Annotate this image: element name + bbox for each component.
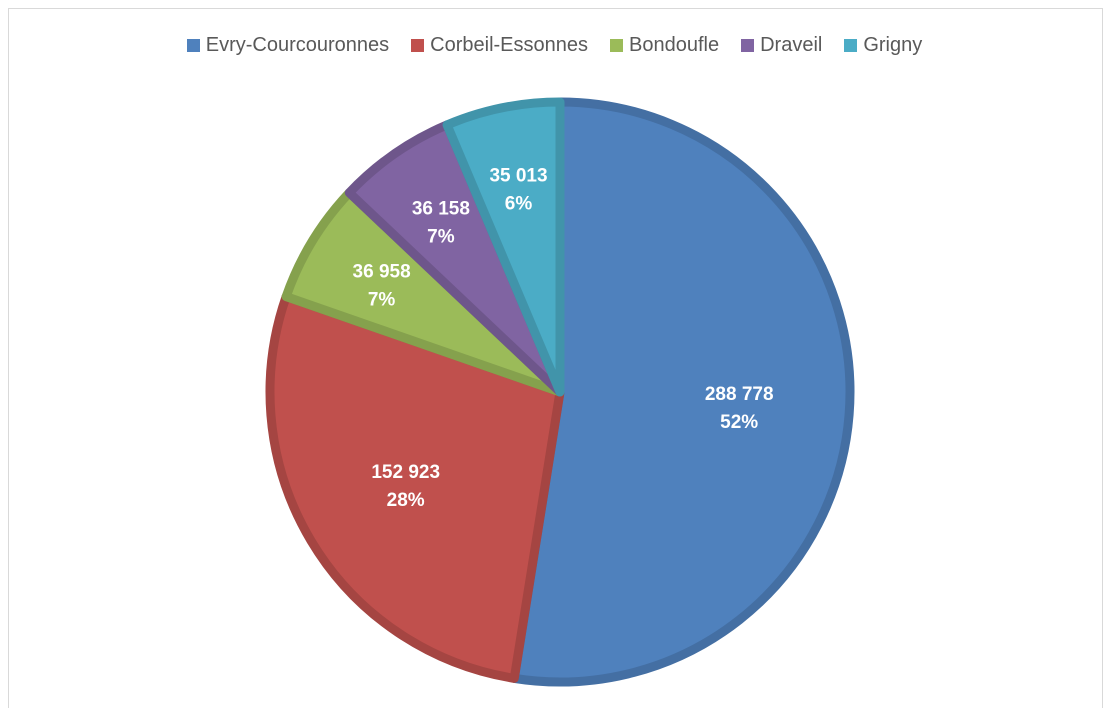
chart-legend: Evry-Courcouronnes Corbeil-Essonnes Bond… <box>0 34 1109 57</box>
pie-slice-evry-courcouronnes <box>509 97 855 687</box>
legend-swatch-corbeil-essonnes <box>411 39 425 52</box>
legend-swatch-bondoufle <box>610 39 624 52</box>
legend-swatch-draveil <box>741 39 755 52</box>
legend-swatch-grigny <box>844 39 858 52</box>
percent-label-corbeil-essonnes: 28% <box>387 490 425 511</box>
value-label-corbeil-essonnes: 152 923 <box>371 462 440 483</box>
legend-label-evry-courcouronnes: Evry-Courcouronnes <box>205 34 390 56</box>
pie-slice-corbeil-essonnes <box>265 292 565 683</box>
value-label-draveil: 36 158 <box>412 199 470 220</box>
legend-label-draveil: Draveil <box>760 34 823 56</box>
legend-label-grigny: Grigny <box>863 34 923 56</box>
legend-swatch-evry-courcouronnes <box>186 39 200 52</box>
value-label-grigny: 35 013 <box>489 165 547 186</box>
legend-item-corbeil-essonnes: Corbeil-Essonnes <box>411 34 588 57</box>
value-label-evry-courcouronnes: 288 778 <box>705 384 774 405</box>
legend-item-grigny: Grigny <box>844 34 922 57</box>
percent-label-bondoufle: 7% <box>368 290 396 311</box>
percent-label-evry-courcouronnes: 52% <box>720 412 758 433</box>
percent-label-draveil: 7% <box>427 227 455 248</box>
legend-label-bondoufle: Bondoufle <box>629 34 720 56</box>
legend-item-draveil: Draveil <box>741 34 822 57</box>
legend-item-evry-courcouronnes: Evry-Courcouronnes <box>186 34 390 57</box>
legend-label-corbeil-essonnes: Corbeil-Essonnes <box>430 34 589 56</box>
legend-item-bondoufle: Bondoufle <box>610 34 719 57</box>
percent-label-grigny: 6% <box>505 193 533 214</box>
value-label-bondoufle: 36 958 <box>353 262 411 283</box>
pie-slice-grigny <box>442 97 565 397</box>
